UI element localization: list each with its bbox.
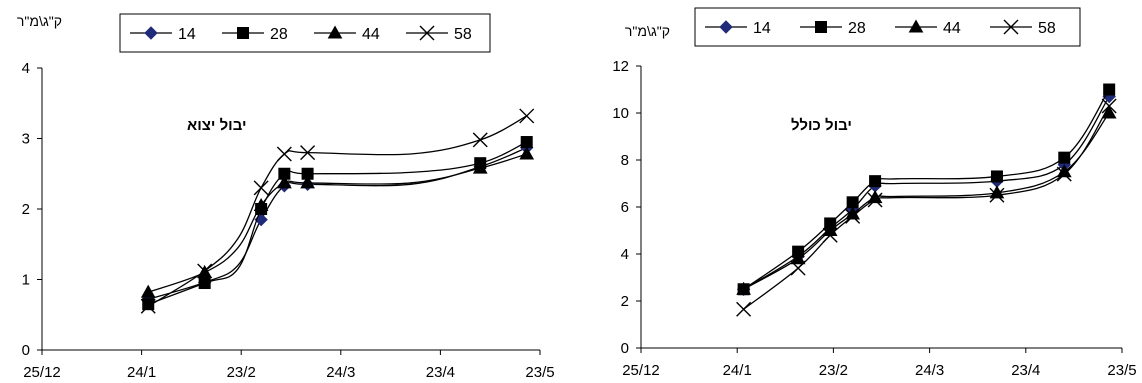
chart1-point-44 [790, 251, 806, 265]
chart1-point-58 [1056, 166, 1072, 182]
chart1-y-tick-label: 6 [621, 199, 629, 216]
chart0-point-58 [519, 108, 535, 124]
chart1-point-58 [845, 208, 861, 224]
chart1-legend-label-14: 14 [753, 20, 771, 37]
chart0-point-58 [140, 298, 156, 314]
chart1-series-line-58 [743, 105, 1110, 310]
chart1-point-44 [736, 281, 751, 295]
chart1-legend-label-28: 28 [848, 20, 866, 37]
chart1-y-tick-label: 2 [621, 293, 629, 310]
chart0-y-tick-label: 1 [22, 272, 30, 289]
chart0-x-tick-label: 24/3 [326, 364, 355, 381]
chart1-point-28 [869, 175, 882, 188]
chart0-point-44 [140, 284, 156, 298]
chart0-point-44 [472, 160, 488, 174]
chart0-point-58 [197, 263, 213, 279]
chart1-point-58 [822, 227, 838, 243]
chart0-x-tick-label: 23/5 [525, 364, 554, 381]
chart1-legend-marker-14 [719, 20, 733, 34]
chart0-point-44 [277, 175, 292, 189]
chart1-point-58 [989, 187, 1005, 203]
chart1-point-58 [1101, 98, 1117, 114]
chart1-y-tick-label: 0 [621, 340, 629, 357]
chart0-point-58 [253, 180, 269, 196]
chart0-point-58 [472, 132, 488, 148]
chart1-x-tick-label: 23/4 [1011, 362, 1040, 379]
chart0-legend-label-14: 14 [178, 26, 196, 43]
chart0-legend-marker-44 [327, 25, 343, 39]
chart0-x-tick-label: 23/4 [426, 364, 455, 381]
chart0-point-28 [520, 136, 533, 149]
chart1-point-58 [867, 192, 883, 208]
chart0-x-tick-label: 25/12 [23, 364, 61, 381]
chart1-legend-label-44: 44 [943, 20, 961, 37]
chart1-point-44 [1101, 105, 1117, 119]
chart0-legend-marker-58 [419, 25, 435, 41]
chart1-x-tick-label: 25/12 [622, 362, 660, 379]
chart1-y-unit-label: ק"ג\מ"ר [625, 23, 670, 39]
chart0-point-28 [142, 298, 155, 311]
chart-export-yield-svg: 0 1 2 3 4 25/12 24/1 23/2 24/3 23/4 23/5 ק"ג\מ"ר יבו… [17, 13, 555, 381]
chart1-point-58 [736, 301, 752, 317]
chart0-legend-marker-14 [144, 26, 158, 40]
chart0-point-58 [276, 146, 292, 162]
chart1-y-tick-label: 12 [612, 58, 629, 75]
chart1-legend-marker-58 [1003, 19, 1019, 35]
chart0-legend-label-44: 44 [362, 26, 380, 43]
chart0-legend-marker-28 [237, 27, 249, 39]
chart1-y-tick-label: 10 [612, 105, 629, 122]
chart1-point-58 [790, 260, 806, 276]
chart0-point-44 [519, 146, 535, 160]
chart0-point-28 [198, 277, 211, 290]
chart0-point-44 [253, 197, 269, 211]
chart-total-yield: 0 2 4 6 8 10 12 25/12 24/1 23/2 24/3 23/4 23/5 ק"ג\מ"… [575, 0, 1142, 383]
chart1-x-tick-label: 24/3 [915, 362, 944, 379]
chart0-x-tick-label: 24/1 [127, 364, 156, 381]
chart1-y-tick-label: 4 [621, 246, 629, 263]
chart1-legend-label-58: 58 [1038, 20, 1056, 37]
chart0-title: יבול יצוא [187, 117, 247, 134]
chart1-point-28 [1103, 83, 1116, 96]
chart1-x-tick-label: 24/1 [723, 362, 752, 379]
chart0-y-tick-label: 0 [22, 342, 30, 359]
chart1-point-28 [846, 196, 859, 209]
chart0-y-tick-label: 3 [22, 131, 30, 148]
chart0-legend-label-58: 58 [454, 26, 472, 43]
chart1-legend-marker-44 [908, 19, 924, 33]
chart1-y-tick-label: 8 [621, 152, 629, 169]
chart1-x-tick-label: 23/5 [1107, 362, 1136, 379]
chart1-point-28 [990, 170, 1003, 183]
chart1-title: יבול כולל [791, 117, 852, 134]
chart0-point-58 [300, 145, 316, 161]
chart-export-yield: 0 1 2 3 4 25/12 24/1 23/2 24/3 23/4 23/5 ק"ג\מ"ר יבו… [0, 0, 560, 383]
chart-total-yield-svg: 0 2 4 6 8 10 12 25/12 24/1 23/2 24/3 23/4 23/5 ק"ג\מ"… [612, 7, 1137, 379]
chart1-x-tick-label: 23/2 [819, 362, 848, 379]
chart0-y-tick-label: 4 [22, 60, 30, 77]
chart0-x-tick-label: 23/2 [227, 364, 256, 381]
chart0-point-44 [300, 175, 315, 189]
chart0-y-unit-label: ק"ג\מ"ר [17, 13, 62, 29]
chart1-legend-marker-28 [815, 21, 827, 33]
chart1-point-28 [1058, 151, 1071, 164]
chart0-y-tick-label: 2 [22, 201, 30, 218]
chart0-legend-label-28: 28 [270, 26, 288, 43]
